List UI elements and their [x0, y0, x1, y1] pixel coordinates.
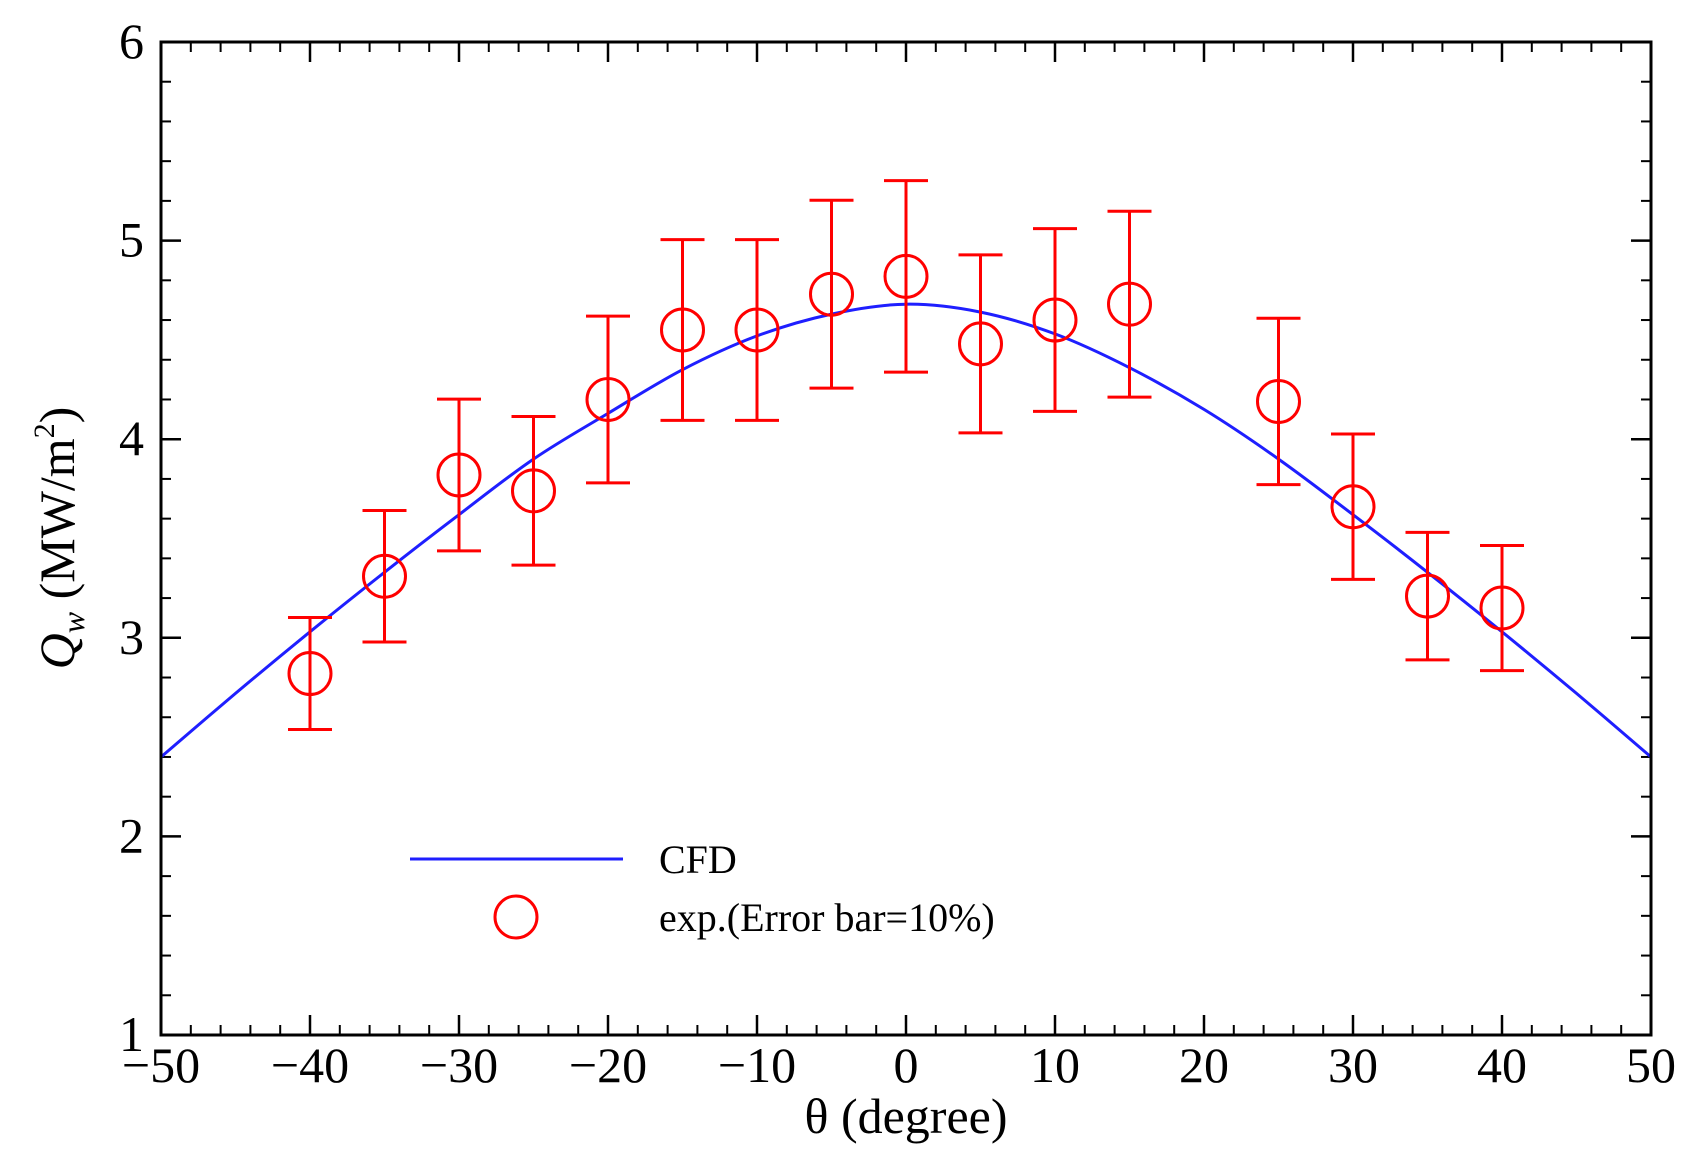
x-axis-title: θ (degree)	[805, 1088, 1008, 1144]
exp-marker	[660, 307, 705, 353]
y-axis-close: )	[29, 407, 85, 424]
exp-point	[809, 198, 854, 390]
y-tick-label: 1	[119, 1006, 144, 1062]
exp-marker	[1256, 378, 1301, 424]
exp-point	[1479, 543, 1525, 673]
y-tick-label: 6	[119, 13, 144, 69]
exp-marker	[1330, 484, 1376, 530]
exp-marker	[1479, 585, 1525, 631]
exp-point	[660, 238, 705, 422]
x-tick-label: −20	[569, 1037, 647, 1093]
y-axis-superscript: 2	[28, 423, 61, 438]
x-tick-label: 40	[1477, 1037, 1527, 1093]
minor-ticks	[161, 42, 1651, 1035]
exp-point	[1107, 209, 1152, 399]
exp-point	[1032, 227, 1078, 413]
exp-point	[1256, 316, 1301, 487]
x-tick-label: −30	[420, 1037, 498, 1093]
x-tick-label: −40	[271, 1037, 349, 1093]
exp-point	[883, 179, 929, 374]
y-tick-label: 4	[119, 410, 144, 466]
x-tick-label: 10	[1030, 1037, 1080, 1093]
legend: CFD exp.(Error bar=10%)	[410, 837, 995, 940]
exp-point	[362, 508, 407, 644]
exp-marker	[734, 307, 780, 353]
y-tick-labels: 1 2 3 4 5 6	[119, 13, 144, 1062]
exp-marker	[883, 253, 929, 299]
exp-marker	[362, 553, 407, 599]
legend-exp-label: exp.(Error bar=10%)	[659, 895, 995, 940]
x-tick-label: 0	[894, 1037, 919, 1093]
legend-cfd-label: CFD	[659, 837, 737, 882]
exp-point	[585, 314, 631, 485]
x-tick-label: 30	[1328, 1037, 1378, 1093]
y-tick-label: 2	[119, 807, 144, 863]
exp-point	[958, 253, 1003, 435]
y-tick-label: 3	[119, 609, 144, 665]
exp-marker	[1107, 281, 1152, 327]
legend-exp-marker	[493, 894, 539, 940]
exp-marker	[1405, 573, 1450, 619]
exp-point	[1330, 432, 1376, 581]
y-axis-symbol: Q	[29, 633, 85, 669]
x-tick-labels: −50 −40 −30 −20 −10 0 10 20 30 40 50	[122, 1037, 1676, 1093]
y-axis-units: (MW/m	[29, 438, 85, 612]
x-tick-label: 50	[1626, 1037, 1676, 1093]
exp-marker	[287, 651, 333, 697]
plot-frame	[159, 40, 1653, 1037]
x-tick-label: −10	[718, 1037, 796, 1093]
y-tick-label: 5	[119, 212, 144, 268]
exp-point	[511, 415, 556, 567]
exp-marker	[809, 271, 854, 317]
y-axis-title: Qw (MW/m2)	[28, 407, 91, 670]
exp-marker	[511, 468, 556, 514]
exp-point	[734, 238, 780, 422]
exp-marker	[436, 452, 482, 498]
y-axis-subscript: w	[55, 611, 91, 633]
exp-marker	[958, 321, 1003, 367]
x-tick-label: −50	[122, 1037, 200, 1093]
exp-marker	[1032, 297, 1078, 343]
exp-points	[287, 179, 1525, 732]
x-tick-label: 20	[1179, 1037, 1229, 1093]
exp-point	[287, 616, 333, 732]
exp-point	[1405, 530, 1450, 662]
exp-point	[436, 397, 482, 553]
exp-marker	[585, 376, 631, 422]
